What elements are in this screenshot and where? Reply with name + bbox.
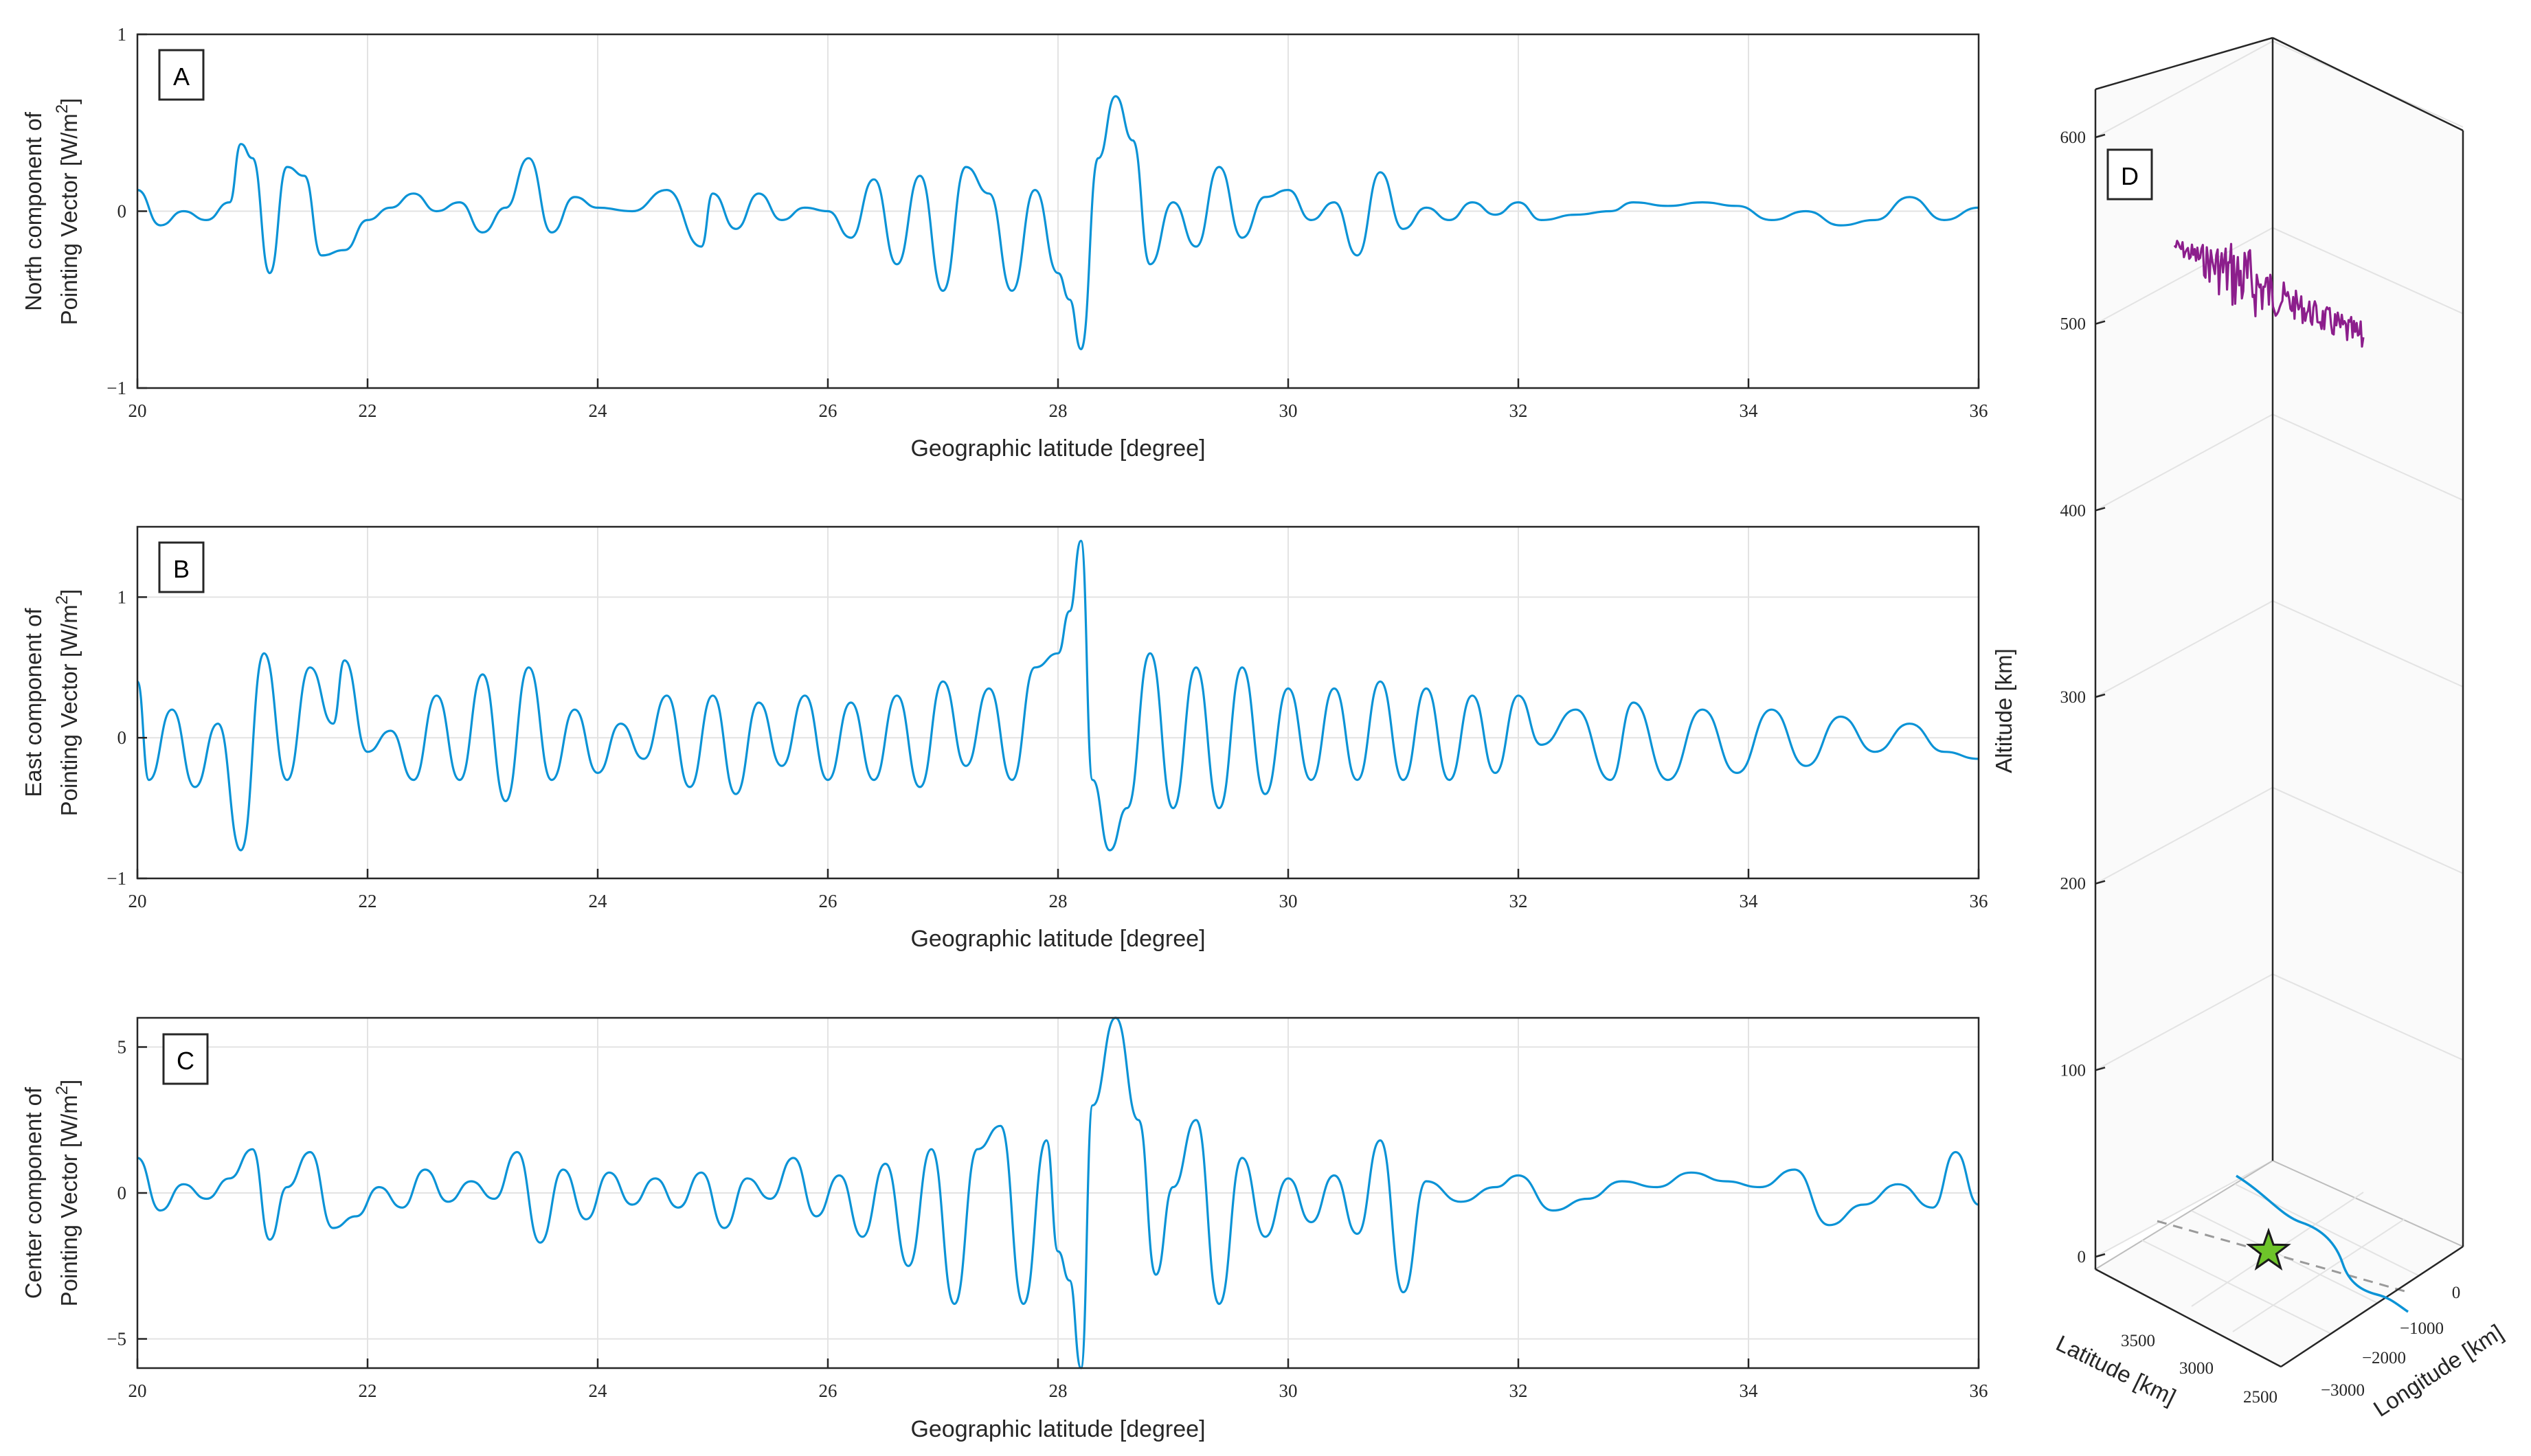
- panel-c-ylabel-line1: Center component of: [21, 1087, 46, 1299]
- panel-d-lat-tick-0: 3500: [2121, 1332, 2155, 1350]
- panel-c-x-tick-label: 22: [359, 1380, 377, 1401]
- panel-a-x-tick-label: 20: [128, 400, 147, 421]
- panel-b-x-tick-label: 28: [1049, 891, 1068, 911]
- panel-d-3d-trajectory: D 600 500 400 300 200 100 0 Altitude [km] 3500…: [1991, 36, 2508, 1422]
- panel-a-x-ticks: 20 22 24 26 28 30 32 34 36: [128, 378, 1988, 421]
- panel-c-label: C: [177, 1047, 194, 1075]
- panel-c-x-tick-label: 20: [128, 1380, 147, 1401]
- panel-c-y-tick-label: 5: [117, 1037, 127, 1058]
- panel-b-y-tick-label: 1: [117, 587, 127, 607]
- panel-d-latitude-ticks: 3500 3000 2500: [2121, 1332, 2277, 1407]
- panel-b-label-box: [158, 541, 205, 593]
- panel-d-lon-tick-0: 0: [2452, 1284, 2461, 1302]
- panel-b-x-axis-label: Geographic latitude [degree]: [910, 926, 1205, 952]
- panel-a-x-tick-label: 22: [359, 400, 377, 421]
- panel-d-ground-track: [2236, 1174, 2409, 1313]
- panel-d-lat-tick-1: 3000: [2179, 1359, 2214, 1378]
- panel-b-y-tick-label: 0: [117, 727, 127, 748]
- panel-a-x-axis-label: Geographic latitude [degree]: [910, 435, 1205, 462]
- panel-c-x-tick-label: 34: [1740, 1380, 1759, 1401]
- panel-a-label: A: [173, 62, 190, 91]
- panel-d-altitude-label: Altitude [km]: [1991, 648, 2016, 773]
- panel-c-label-box: [162, 1033, 209, 1085]
- panel-b-y-tick-label: −1: [106, 868, 126, 889]
- panel-c-y-axis-label: Center component of Pointing Vector [W/m…: [21, 1080, 82, 1307]
- panel-d-altitude-tick-label: 600: [2060, 128, 2086, 147]
- panel-d-lon-tick-2: −2000: [2362, 1349, 2406, 1367]
- panel-a-y-axis-label: North component of Pointing Vector [W/m2…: [21, 98, 82, 326]
- panel-c-x-tick-label: 32: [1509, 1380, 1528, 1401]
- panel-d-epicenter-star-icon: [2246, 1227, 2291, 1271]
- panel-c-y-tick-label: 0: [117, 1183, 127, 1203]
- panel-a-x-tick-label: 36: [1970, 400, 1988, 421]
- panel-a-y-tick-label: 1: [117, 24, 127, 45]
- panel-a-north-component: 20 22 24 26 28 30 32 34 36 1 0 −1 A Geographic lat…: [21, 24, 1988, 462]
- panel-d-latitude-label: Latitude [km]: [2052, 1330, 2180, 1410]
- panel-a-x-tick-label: 24: [589, 400, 608, 421]
- panel-b-y-axis-label: East component of Pointing Vector [W/m2]: [21, 589, 82, 817]
- panel-d-lon-tick-1: −1000: [2400, 1319, 2444, 1338]
- panel-c-x-tick-label: 26: [819, 1380, 837, 1401]
- panel-b-label: B: [173, 555, 190, 583]
- panel-a-x-tick-label: 30: [1279, 400, 1298, 421]
- panel-a-y-tick-label: 0: [117, 201, 127, 222]
- panel-b-x-tick-label: 36: [1970, 891, 1988, 911]
- panel-b-x-tick-label: 34: [1740, 891, 1759, 911]
- panel-b-x-tick-label: 22: [359, 891, 377, 911]
- panel-d-left-back-wall: [2095, 38, 2273, 1257]
- panel-d-label-box: [2106, 148, 2153, 201]
- panel-d-box-edges: [2094, 36, 2464, 1368]
- panel-b-ylabel-line2: Pointing Vector [W/m2]: [53, 589, 82, 817]
- panel-b-east-component: 20 22 24 26 28 30 32 34 36 1 0 −1 B Geographic lat…: [21, 525, 1988, 952]
- panel-a-x-tick-label: 28: [1049, 400, 1068, 421]
- panel-c-x-ticks: 20 22 24 26 28 30 32 34 36: [128, 1358, 1988, 1401]
- panel-d-altitude-tick-label: 200: [2060, 875, 2086, 894]
- panel-a-y-tick-label: −1: [106, 378, 126, 398]
- panel-b-x-tick-label: 32: [1509, 891, 1528, 911]
- panel-b-grid: [137, 527, 1979, 879]
- panel-c-x-axis-label: Geographic latitude [degree]: [910, 1416, 1205, 1442]
- panel-d-lon-tick-3: −3000: [2321, 1381, 2365, 1400]
- panel-d-lat-tick-2: 2500: [2243, 1388, 2277, 1407]
- panel-d-orbit-line: [2173, 240, 2365, 348]
- panel-a-y-ticks: 1 0 −1: [106, 24, 147, 398]
- panel-d-right-back-wall: [2273, 38, 2463, 1247]
- panel-a-ylabel-line2: Pointing Vector [W/m2]: [53, 98, 82, 326]
- panel-c-ylabel-line2: Pointing Vector [W/m2]: [53, 1080, 82, 1307]
- panel-a-label-box: [158, 49, 205, 101]
- panel-a-x-tick-label: 34: [1740, 400, 1759, 421]
- panel-d-longitude-ticks: 0 −1000 −2000 −3000: [2321, 1284, 2460, 1400]
- panel-b-x-ticks: 20 22 24 26 28 30 32 34 36: [128, 869, 1988, 911]
- panel-c-x-tick-label: 36: [1970, 1380, 1988, 1401]
- panel-d-altitude-tick-label: 300: [2060, 688, 2086, 707]
- panel-b-y-ticks: 1 0 −1: [106, 587, 147, 889]
- panel-d-altitude-tick-label: 500: [2060, 315, 2086, 334]
- panel-c-series-line: [137, 1016, 1979, 1369]
- panel-a-ylabel-line1: North component of: [21, 111, 46, 311]
- panel-c-x-tick-label: 28: [1049, 1380, 1068, 1401]
- panel-a-series-line: [137, 95, 1979, 350]
- panel-a-grid: [137, 34, 1979, 389]
- panel-b-x-tick-label: 20: [128, 891, 147, 911]
- panel-a-x-tick-label: 26: [819, 400, 837, 421]
- panel-c-y-ticks: 5 0 −5: [106, 1037, 147, 1350]
- panel-d-altitude-tick-label: 400: [2060, 501, 2086, 520]
- panel-a-x-tick-label: 32: [1509, 400, 1528, 421]
- panel-b-x-tick-label: 30: [1279, 891, 1298, 911]
- panel-c-center-component: 20 22 24 26 28 30 32 34 36 5 0 −5 C Geographic lat…: [21, 1016, 1988, 1442]
- panel-c-y-tick-label: −5: [106, 1329, 126, 1350]
- panel-d-altitude-ticks: 600 500 400 300 200 100 0: [2060, 128, 2106, 1266]
- panel-c-x-tick-label: 24: [589, 1380, 608, 1401]
- panel-c-x-tick-label: 30: [1279, 1380, 1298, 1401]
- panel-d-altitude-tick-label: 100: [2060, 1061, 2086, 1080]
- panel-d-label: D: [2121, 162, 2139, 190]
- panel-b-x-tick-label: 26: [819, 891, 837, 911]
- panel-d-altitude-tick-label: 0: [2078, 1248, 2086, 1266]
- panel-b-ylabel-line1: East component of: [21, 608, 46, 797]
- panel-b-series-line: [136, 539, 1979, 852]
- panel-b-x-tick-label: 24: [589, 891, 608, 911]
- panel-c-grid: [137, 1018, 1979, 1368]
